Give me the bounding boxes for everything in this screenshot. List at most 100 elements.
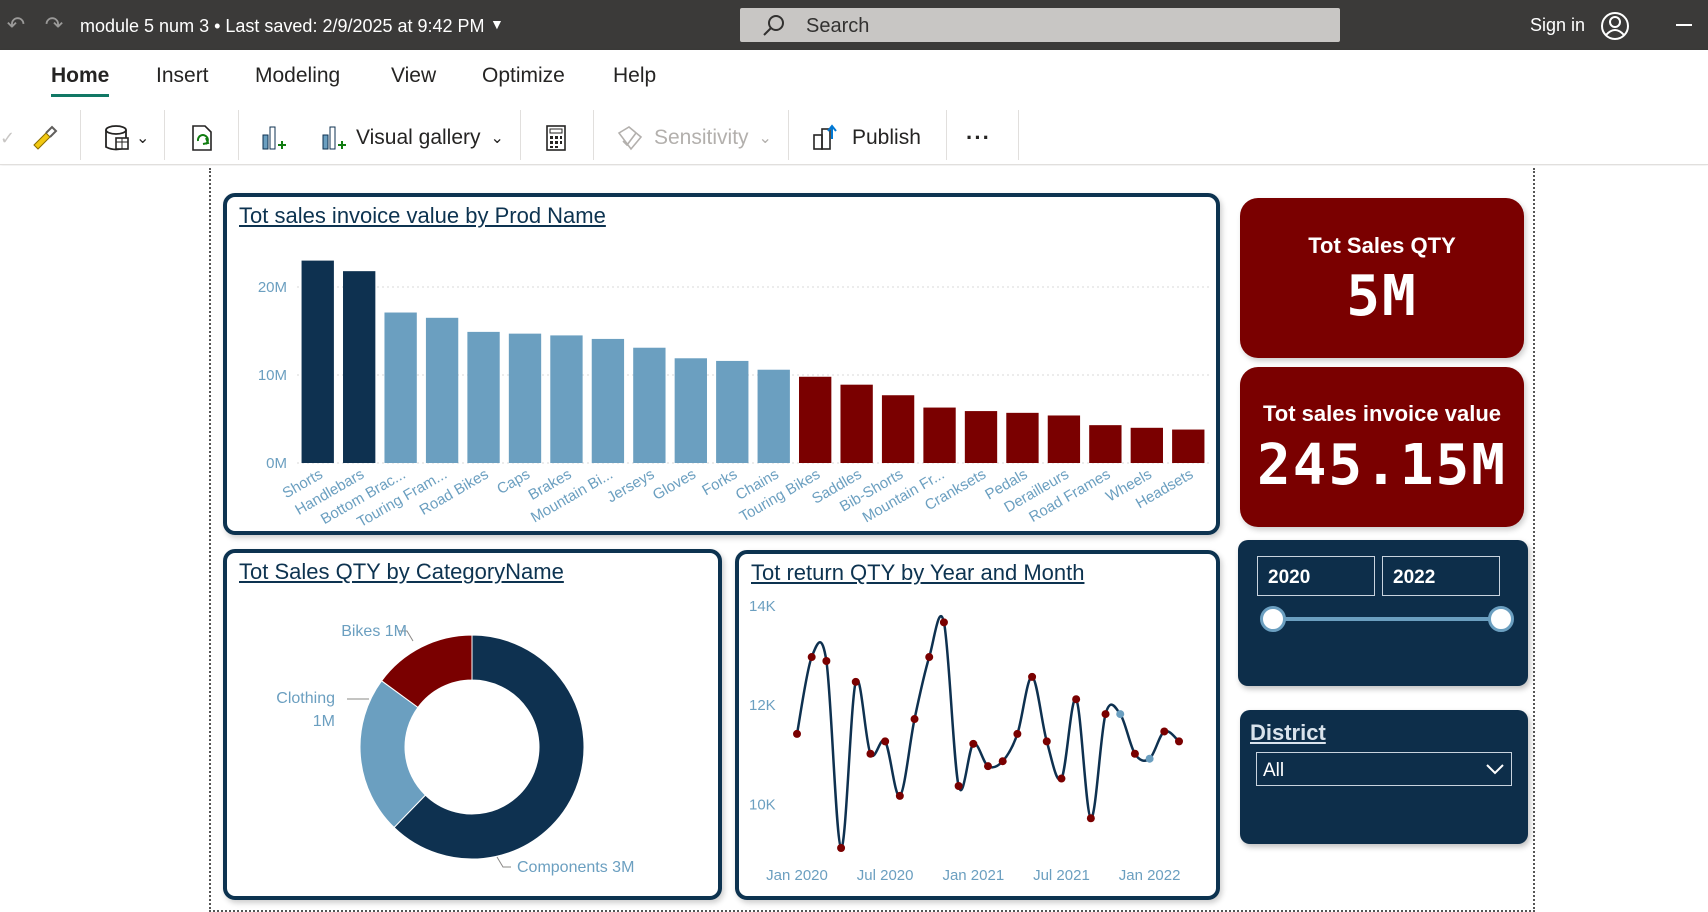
bar-ytick-label: 20M (258, 279, 287, 296)
bar (757, 369, 790, 463)
district-selected-value: All (1263, 760, 1285, 781)
donut-label-clothing: Clothing (276, 690, 335, 707)
calculator-icon (546, 125, 566, 151)
bar (343, 271, 376, 463)
new-visual-button[interactable] (258, 118, 288, 158)
tab-modeling[interactable]: Modeling (255, 64, 341, 87)
line-point (807, 653, 816, 662)
ribbon-separator (520, 110, 521, 160)
line-point (984, 762, 992, 771)
donut-chart-card[interactable]: Tot Sales QTY by CategoryName Components… (223, 549, 722, 900)
donut-chart: Components 3M Clothing 1M Bikes 1M (276, 623, 634, 876)
kpi-value: 5M (1346, 264, 1418, 329)
bar (467, 331, 500, 463)
chevron-down-icon: ⌄ (490, 130, 504, 147)
line-point (1130, 749, 1139, 758)
kpi-card-invoice-value[interactable]: Tot sales invoice value 245.15M (1240, 367, 1524, 527)
line-point (1101, 710, 1110, 719)
bar (1130, 427, 1163, 463)
line-point (969, 739, 978, 748)
line-point (1086, 814, 1095, 823)
kpi-label: Tot sales invoice value (1262, 401, 1502, 426)
refresh-button[interactable] (187, 118, 217, 158)
search-input[interactable]: Search (740, 8, 1340, 42)
line-chart-title: Tot return QTY by Year and Month (751, 560, 1085, 585)
district-dropdown[interactable]: All (1256, 752, 1512, 786)
bar (716, 360, 749, 463)
line-xtick-label: Jan 2021 (942, 867, 1004, 884)
line-xtick-label: Jul 2021 (1033, 867, 1090, 884)
district-slicer[interactable]: District All (1240, 710, 1528, 844)
bar (1047, 415, 1081, 463)
collapse-chevron-icon[interactable]: ✓ (0, 127, 16, 148)
line-point (1057, 774, 1066, 783)
user-icon (1601, 12, 1629, 40)
donut-label-bikes: Bikes 1M (341, 623, 407, 640)
publish-icon (813, 124, 837, 150)
new-visual-icon (262, 126, 286, 150)
minimize-button[interactable] (1676, 24, 1692, 26)
publish-button[interactable]: Publish (810, 118, 921, 158)
undo-icon[interactable]: ↶ (6, 12, 26, 37)
chevron-down-icon: ⌄ (758, 130, 772, 147)
bar (964, 411, 998, 463)
chevron-down-icon: ⌄ (136, 130, 150, 147)
line-point (954, 782, 963, 790)
tab-home[interactable]: Home (51, 64, 110, 87)
line-point (998, 757, 1007, 766)
tab-help[interactable]: Help (613, 64, 657, 87)
visual-gallery-button[interactable]: Visual gallery ⌄ (318, 118, 504, 158)
bar (1089, 425, 1122, 463)
year-to-input[interactable]: 2022 (1382, 556, 1500, 596)
line-point (1042, 737, 1051, 746)
ribbon-separator (164, 110, 165, 160)
visual-gallery-icon (322, 126, 346, 150)
get-data-button[interactable]: ⌄ (102, 118, 149, 158)
bar (674, 358, 707, 463)
bar (1172, 429, 1205, 463)
chevron-down-icon[interactable]: ▼ (490, 16, 504, 32)
line-chart-card[interactable]: Tot return QTY by Year and Month 10K 12K 1… (735, 550, 1220, 900)
line-point (895, 791, 904, 800)
slider-end-handle[interactable] (1488, 606, 1514, 632)
line-point (881, 737, 890, 746)
tab-optimize[interactable]: Optimize (482, 64, 565, 87)
format-painter-button[interactable] (28, 118, 58, 158)
report-page-border (209, 168, 1535, 912)
bar (384, 312, 417, 463)
donut-slice (393, 634, 585, 860)
donut-slice (380, 634, 473, 709)
line-point (939, 618, 948, 627)
visual-gallery-label: Visual gallery (356, 126, 481, 149)
document-title[interactable]: module 5 num 3 • Last saved: 2/9/2025 at… (80, 16, 485, 37)
bar-category-label: Jerseys (604, 466, 657, 507)
line-point (1116, 710, 1125, 719)
tab-view[interactable]: View (391, 64, 437, 87)
more-options-button[interactable]: ··· (966, 125, 991, 150)
bar (881, 395, 915, 463)
publish-label: Publish (852, 126, 921, 149)
title-bar: ↶ ↷ module 5 num 3 • Last saved: 2/9/202… (0, 0, 1708, 50)
calculator-button[interactable] (541, 118, 571, 158)
tab-insert[interactable]: Insert (156, 64, 209, 87)
chevron-down-icon (1486, 764, 1504, 775)
bar-chart-card[interactable]: Tot sales invoice value by Prod Name 0M 1… (223, 193, 1220, 535)
sign-in-link[interactable]: Sign in (1530, 15, 1586, 35)
redo-icon[interactable]: ↷ (44, 12, 64, 37)
ribbon: Home Insert Modeling View Optimize Help … (0, 50, 1708, 165)
year-from-input[interactable]: 2020 (1257, 556, 1375, 596)
ribbon-separator (788, 110, 789, 160)
slider-start-handle[interactable] (1260, 606, 1286, 632)
database-icon (105, 125, 129, 151)
line-point (1175, 737, 1183, 746)
sensitivity-button[interactable]: Sensitivity ⌄ (614, 118, 772, 158)
bar-ytick-label: 0M (266, 455, 287, 472)
last-saved: • Last saved: 2/9/2025 at 9:42 PM (209, 16, 485, 36)
slider-track (1273, 617, 1501, 621)
year-slicer[interactable]: 2020 2022 (1238, 540, 1528, 686)
avatar[interactable] (1600, 11, 1630, 46)
line-xtick-label: Jan 2022 (1119, 867, 1181, 884)
kpi-card-sales-qty[interactable]: Tot Sales QTY 5M (1240, 198, 1524, 358)
line-point (1013, 729, 1022, 738)
